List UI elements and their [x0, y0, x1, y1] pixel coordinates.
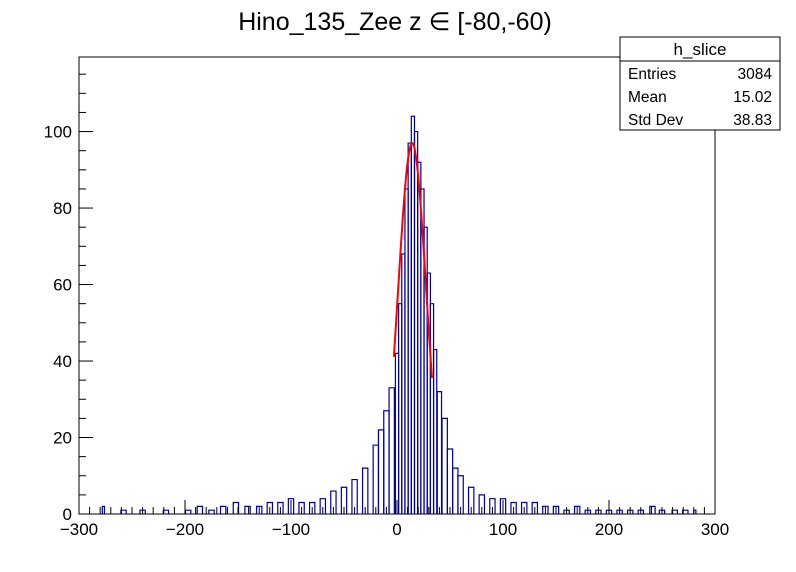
histogram-bin: [219, 505, 227, 514]
histogram-bin: [478, 494, 486, 514]
histogram-bin: [682, 509, 689, 514]
stats-box: h_slice Entries 3084 Mean 15.02 Std Dev 38.83: [619, 36, 781, 131]
x-tick-label: −300: [60, 520, 98, 539]
histogram-bin: [308, 501, 316, 514]
stats-row-label: Mean: [628, 89, 667, 106]
y-tick-label: 100: [44, 123, 72, 142]
x-tick-label: −200: [166, 520, 204, 539]
y-tick-label: 0: [63, 505, 72, 524]
stats-box-rows: Entries 3084 Mean 15.02 Std Dev 38.83: [628, 66, 772, 129]
histogram-bin: [552, 505, 560, 514]
histogram-bin: [255, 505, 263, 514]
histogram-bin: [298, 501, 305, 514]
histogram-bin: [388, 387, 395, 514]
axes: −300 −200 −100 0 100 200 300 0 20 40 60 80 100: [44, 73, 729, 539]
histogram-bin: [499, 498, 507, 514]
stats-row-value: 38.83: [733, 112, 772, 129]
histogram-bin: [244, 505, 251, 514]
stats-box-title: h_slice: [674, 40, 727, 59]
histogram-bin: [351, 478, 358, 514]
x-tick-label: 100: [489, 520, 517, 539]
histogram-bin: [184, 509, 192, 514]
stats-row-label: Entries: [628, 66, 676, 83]
x-tick-label: 200: [595, 520, 623, 539]
histogram-bin: [330, 490, 337, 514]
x-tick-label: 0: [392, 520, 401, 539]
histogram-bin: [120, 509, 127, 514]
stats-row-value: 15.02: [733, 89, 772, 106]
histogram-bin: [520, 501, 528, 514]
histogram-bin: [340, 486, 348, 514]
x-tick-label: −100: [272, 520, 310, 539]
histogram-bin: [489, 498, 496, 514]
histogram-bin: [510, 501, 517, 514]
y-tick-label: 20: [53, 429, 72, 448]
y-tick-label: 80: [53, 199, 72, 218]
histogram-bin: [573, 505, 581, 514]
y-tick-label: 60: [53, 276, 72, 295]
stats-row-label: Std Dev: [628, 112, 683, 129]
histogram-bin: [287, 498, 295, 514]
histogram-bin: [162, 509, 170, 514]
y-tick-label: 40: [53, 352, 72, 371]
x-tick-label: 300: [701, 520, 729, 539]
histogram-bin: [196, 505, 204, 514]
histogram-bin: [467, 486, 475, 514]
histogram-bin: [671, 509, 678, 514]
stats-row-value: 3084: [738, 66, 773, 83]
histogram-bin: [361, 467, 369, 514]
chart-title: Hino_135_Zee z ∈ [-80,-60): [238, 8, 552, 36]
histogram-bin: [266, 501, 274, 514]
stats-box-frame: [619, 36, 781, 131]
histogram-bin: [531, 501, 539, 514]
histogram-bin: [542, 505, 549, 514]
histogram-bin: [101, 505, 106, 514]
histogram-bin: [457, 475, 464, 514]
fit-curve: [392, 142, 433, 379]
histogram-bin: [277, 501, 284, 514]
plot-area: [79, 115, 715, 515]
histogram-bin: [649, 505, 656, 514]
histogram-bin: [208, 509, 215, 514]
histogram-bin: [232, 501, 240, 514]
histogram-bin: [319, 498, 327, 514]
